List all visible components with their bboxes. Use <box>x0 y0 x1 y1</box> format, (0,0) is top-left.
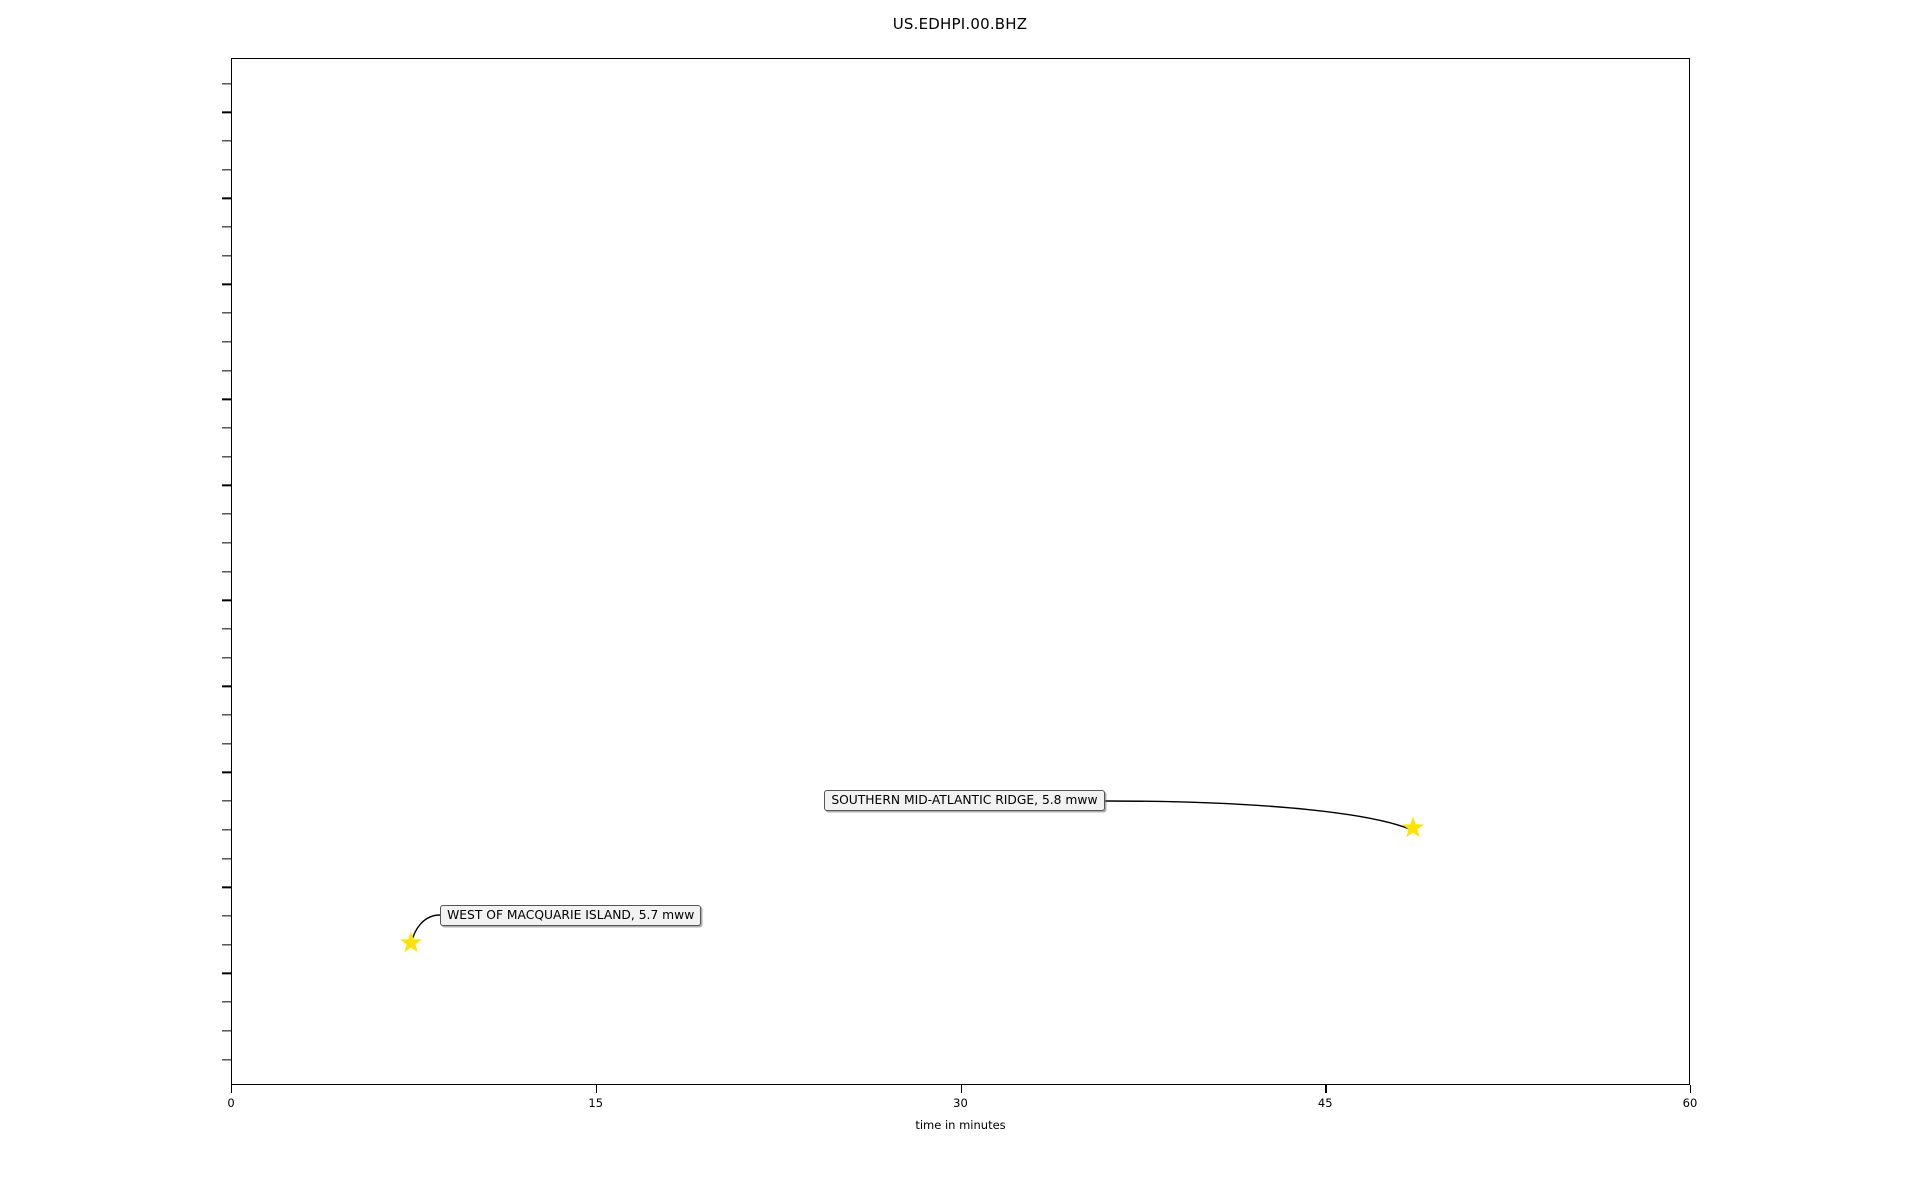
y-axis-tick <box>222 886 231 888</box>
x-axis-tick <box>595 1085 598 1093</box>
y-axis-tick <box>222 857 231 860</box>
y-axis-tick <box>222 398 231 400</box>
y-axis-tick <box>222 972 231 975</box>
y-axis-labels: 00:00:0601:00:0602:00:0603:00:0604:00:06… <box>0 0 231 1200</box>
y-axis-tick <box>222 197 231 199</box>
y-axis-tick <box>222 427 231 429</box>
x-axis-tick <box>231 1085 233 1093</box>
event-star-marker <box>399 931 422 958</box>
x-axis-tick-label: 45 <box>1317 1096 1333 1110</box>
plot-area <box>231 58 1690 1085</box>
y-axis-tick <box>222 829 231 831</box>
y-axis-tick <box>222 513 231 515</box>
x-axis-tick-label: 15 <box>588 1096 604 1110</box>
y-axis-tick <box>222 714 231 716</box>
y-axis-tick <box>222 599 231 601</box>
event-annotation-label: SOUTHERN MID-ATLANTIC RIDGE, 5.8 mww <box>824 790 1105 812</box>
y-axis-tick <box>222 542 231 544</box>
y-axis-tick <box>222 743 231 745</box>
y-axis-tick <box>222 456 231 458</box>
y-axis-tick <box>222 570 231 573</box>
x-axis: 0 15 30 45 60 <box>227 1085 1697 1145</box>
event-star-marker <box>1401 816 1424 843</box>
y-axis-tick <box>222 226 231 228</box>
y-axis-tick <box>222 168 231 171</box>
y-axis-tick <box>222 484 231 487</box>
y-axis-tick <box>222 111 231 113</box>
x-axis-tick-label: 60 <box>1682 1096 1698 1110</box>
x-axis-tick <box>1325 1085 1327 1093</box>
y-axis-tick <box>222 1058 231 1061</box>
x-axis-title: time in minutes <box>915 1118 1006 1132</box>
y-axis-tick <box>222 283 231 286</box>
y-axis-tick <box>222 369 231 372</box>
event-annotation-label: WEST OF MACQUARIE ISLAND, 5.7 mww <box>440 904 702 926</box>
annotation-leader-line <box>1104 799 1414 831</box>
x-axis-tick-label: 0 <box>227 1096 235 1110</box>
x-axis-tick <box>960 1085 962 1093</box>
page-title: US.EDHPI.00.BHZ <box>892 15 1028 33</box>
y-axis-tick <box>222 1001 231 1003</box>
x-axis-tick-label: 30 <box>953 1096 968 1110</box>
y-axis-tick <box>222 628 231 630</box>
y-axis-tick <box>222 82 231 85</box>
y-axis-tick <box>222 255 231 257</box>
x-axis-tick <box>1690 1085 1692 1093</box>
y-axis-tick <box>222 140 231 142</box>
y-axis-tick <box>222 1030 231 1032</box>
y-axis-tick <box>222 771 231 774</box>
y-axis-tick <box>222 685 231 687</box>
y-axis-tick <box>222 312 231 314</box>
y-axis-tick <box>222 341 231 343</box>
y-axis-tick <box>222 656 231 659</box>
y-axis-tick <box>222 915 231 917</box>
y-axis-tick <box>222 800 231 802</box>
y-axis-tick <box>222 944 231 946</box>
